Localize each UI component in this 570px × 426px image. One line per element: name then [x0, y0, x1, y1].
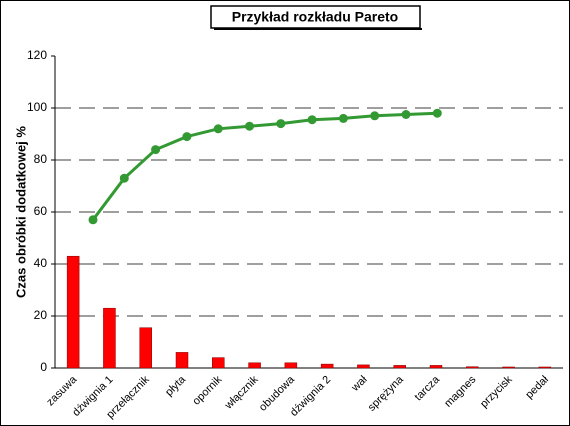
- line-marker: [338, 113, 348, 123]
- y-axis-label: Czas obróbki dodatkowej %: [13, 126, 28, 298]
- y-tick-label: 20: [34, 308, 48, 322]
- y-tick-label: 0: [40, 360, 47, 374]
- line-marker: [370, 111, 380, 121]
- bar: [320, 363, 334, 369]
- line-marker: [276, 119, 286, 129]
- bar: [466, 366, 479, 369]
- bar: [103, 307, 116, 369]
- line-marker: [182, 132, 192, 142]
- y-tick-label: 40: [34, 256, 48, 270]
- line-marker: [213, 124, 223, 134]
- line-marker: [151, 145, 161, 155]
- bar: [66, 255, 80, 369]
- bar: [502, 366, 515, 369]
- line-marker: [307, 115, 317, 125]
- bar: [357, 364, 370, 369]
- y-tick-label: 100: [27, 100, 47, 114]
- bar: [175, 352, 189, 369]
- bar: [538, 366, 552, 369]
- cumulative-line: [91, 111, 438, 221]
- bar: [248, 362, 261, 369]
- bar: [139, 327, 152, 369]
- y-tick-label: 60: [34, 204, 48, 218]
- chart-title: Przykład rozkładu Pareto: [232, 9, 399, 25]
- bar: [284, 362, 298, 369]
- line-marker: [432, 108, 442, 118]
- line-marker: [245, 121, 254, 131]
- y-tick-label: 120: [27, 48, 47, 62]
- y-tick-label: 80: [34, 152, 48, 166]
- bar: [393, 365, 406, 369]
- line-marker: [119, 173, 129, 183]
- line-marker: [88, 215, 98, 225]
- line-marker: [401, 110, 411, 119]
- title-shadow: [214, 28, 422, 30]
- bar: [429, 365, 443, 369]
- bar: [212, 357, 225, 369]
